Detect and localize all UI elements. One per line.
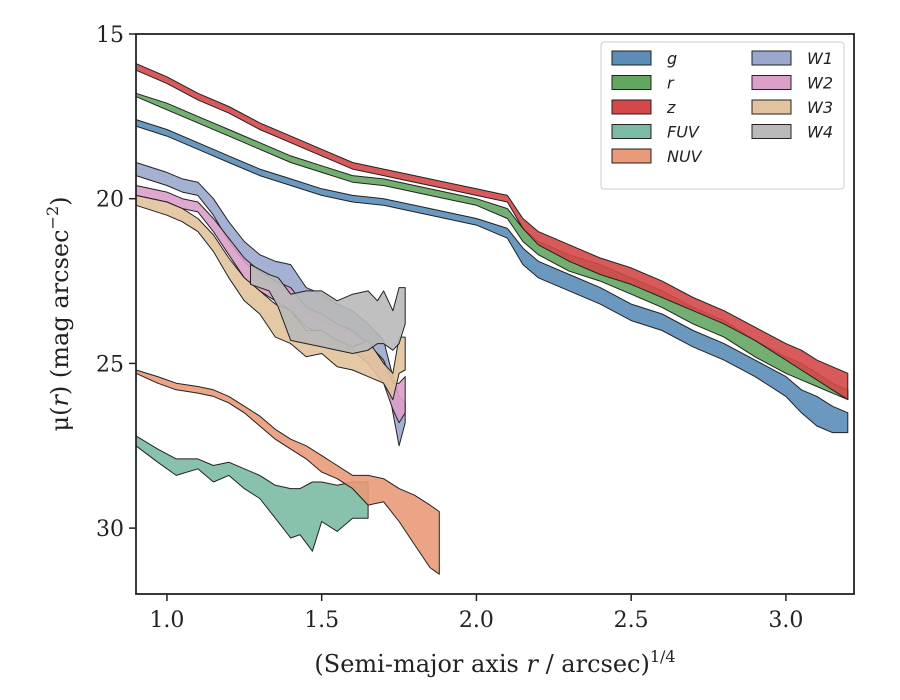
- y-axis-ticks: 15 20 25 30: [96, 23, 136, 542]
- x-tick-label: 2.0: [459, 608, 494, 633]
- x-tick-label: 2.5: [614, 608, 649, 633]
- profile-bands: [135, 63, 849, 575]
- x-axis-label-var: r: [526, 650, 539, 678]
- plot-frame: [135, 33, 855, 595]
- y-axis-label-var: r: [46, 394, 74, 407]
- legend-swatch-g: [611, 50, 652, 66]
- x-tick-label: 1.5: [304, 608, 339, 633]
- legend-swatch-w2: [751, 75, 792, 90]
- legend-label-g: g: [667, 49, 677, 68]
- x-axis-label: (Semi-major axis r / arcsec)1/4: [314, 647, 675, 678]
- legend-label-nuv: NUV: [667, 147, 703, 166]
- legend-label-w3: W3: [807, 98, 833, 117]
- legend-swatch-z: [611, 99, 652, 115]
- x-tick-label: 3.0: [768, 608, 803, 633]
- y-tick-label: 15: [96, 23, 124, 48]
- legend-label-r: r: [667, 74, 675, 93]
- x-tick-label: 1.0: [149, 608, 184, 633]
- band-z: [135, 63, 849, 401]
- legend-label-w4: W4: [807, 123, 833, 142]
- legend-items: grz FUV NUV W1 W2 W3 W4: [611, 49, 833, 166]
- legend-swatch-w1: [751, 50, 792, 66]
- band-g: [135, 119, 849, 434]
- legend-swatch-nuv: [611, 148, 652, 164]
- legend-swatch-w4: [751, 124, 792, 139]
- y-tick-label: 30: [96, 517, 124, 542]
- x-axis-ticks: 1.0 1.5 2.0 2.5 3.0: [149, 594, 803, 633]
- legend-swatch-r: [611, 75, 652, 90]
- legend-label-w1: W1: [807, 49, 833, 68]
- y-axis-label-main: μ(: [46, 407, 74, 432]
- band-nuv: [135, 369, 440, 575]
- x-axis-label-unit: / arcsec): [538, 650, 650, 678]
- legend-label-z: z: [666, 98, 676, 117]
- y-axis-label: μ(r) (mag arcsec−2): [43, 196, 74, 431]
- band-w4: [250, 264, 406, 354]
- legend: grz FUV NUV W1 W2 W3 W4: [600, 41, 845, 190]
- x-axis-label-main: (Semi-major axis: [314, 650, 526, 678]
- band-w2: [135, 185, 406, 424]
- y-axis-label-close: ): [46, 196, 74, 205]
- y-tick-label: 25: [96, 352, 124, 377]
- band-fuv: [135, 435, 369, 552]
- x-axis-label-exponent: 1/4: [650, 647, 676, 666]
- y-axis-label-exponent: −2: [43, 206, 62, 230]
- y-tick-label: 20: [96, 188, 124, 213]
- legend-swatch-fuv: [611, 124, 652, 139]
- y-axis-label-unit: ) (mag arcsec: [46, 229, 74, 395]
- legend-label-fuv: FUV: [667, 123, 700, 142]
- legend-label-w2: W2: [807, 74, 833, 93]
- legend-swatch-w3: [751, 99, 792, 115]
